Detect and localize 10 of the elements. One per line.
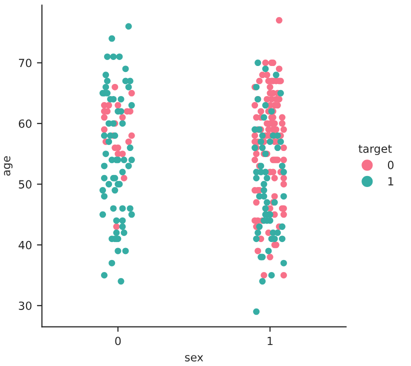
- x-axis-title: sex: [185, 355, 204, 362]
- y-tick-label: 70: [18, 58, 32, 68]
- y-tick-label: 30: [18, 302, 32, 310]
- legend-title: target: [358, 144, 392, 156]
- legend-label: 0: [388, 160, 394, 170]
- y-tick-label: 60: [18, 119, 32, 128]
- y-tick-label: 40: [18, 240, 32, 250]
- y-tick-label: 50: [18, 180, 32, 189]
- y-axis-title: age: [4, 156, 13, 176]
- legend-label: 1: [388, 177, 394, 186]
